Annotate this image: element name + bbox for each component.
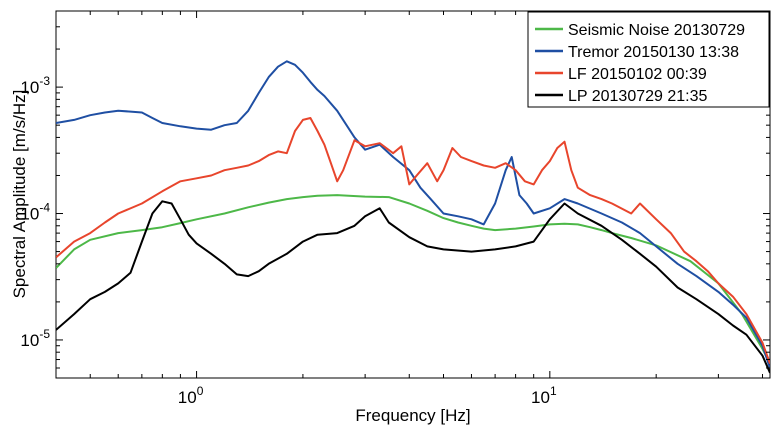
y-axis-title: Spectral Amplitude [m/s/Hz]	[10, 90, 29, 299]
y-tick-label: 10-3	[20, 74, 50, 97]
series-layer	[56, 60, 770, 374]
legend-items: Seismic Noise 20130729 Tremor 20150130 13…	[535, 22, 745, 105]
legend: Seismic Noise 20130729 Tremor 20150130 13…	[527, 11, 770, 108]
ticks-layer: 100 101 10-3 10-4 10-5	[20, 10, 770, 407]
legend-label-0: Seismic Noise 20130729	[568, 22, 745, 39]
x-axis-title: Frequency [Hz]	[355, 406, 470, 425]
y-tick-label: 10-5	[20, 327, 50, 350]
legend-label-1: Tremor 20150130 13:38	[568, 44, 739, 61]
legend-label-2: LF 20150102 00:39	[568, 66, 707, 83]
x-tick-label: 100	[178, 384, 204, 407]
y-tick-label: 10-4	[20, 201, 50, 224]
legend-label-3: LP 20130729 21:35	[568, 88, 708, 105]
series-line-1	[56, 60, 770, 369]
series-line-3	[56, 200, 770, 374]
legend-box	[527, 11, 770, 108]
x-tick-label: 101	[531, 384, 557, 407]
series-line-2	[56, 117, 770, 364]
series-line-0	[56, 194, 770, 365]
